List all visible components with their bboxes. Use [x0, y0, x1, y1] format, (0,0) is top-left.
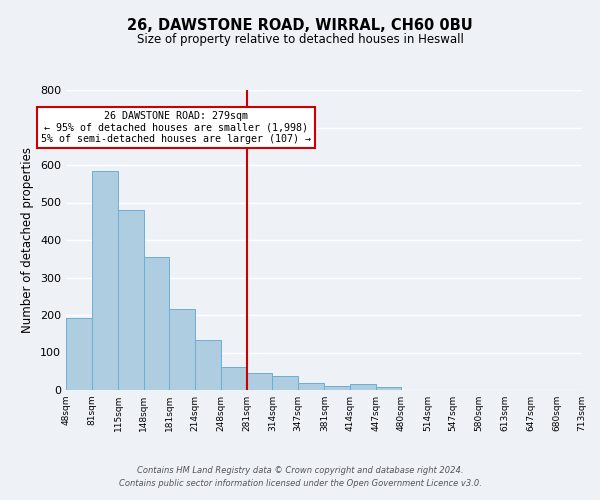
Text: 26 DAWSTONE ROAD: 279sqm
← 95% of detached houses are smaller (1,998)
5% of semi: 26 DAWSTONE ROAD: 279sqm ← 95% of detach… — [41, 110, 311, 144]
Bar — [221, 367, 247, 390]
Text: Contains HM Land Registry data © Crown copyright and database right 2024.
Contai: Contains HM Land Registry data © Crown c… — [119, 466, 481, 487]
Bar — [272, 376, 298, 390]
Bar — [118, 210, 143, 390]
Bar — [247, 373, 272, 390]
Bar — [195, 340, 221, 390]
Text: 26, DAWSTONE ROAD, WIRRAL, CH60 0BU: 26, DAWSTONE ROAD, WIRRAL, CH60 0BU — [127, 18, 473, 32]
Bar — [66, 318, 92, 390]
Bar — [143, 257, 169, 390]
Bar — [298, 383, 325, 390]
Bar — [376, 387, 401, 390]
Bar — [325, 386, 350, 390]
Bar — [350, 384, 376, 390]
Y-axis label: Number of detached properties: Number of detached properties — [22, 147, 34, 333]
Text: Size of property relative to detached houses in Heswall: Size of property relative to detached ho… — [137, 32, 463, 46]
Bar — [169, 308, 195, 390]
Bar — [92, 170, 118, 390]
